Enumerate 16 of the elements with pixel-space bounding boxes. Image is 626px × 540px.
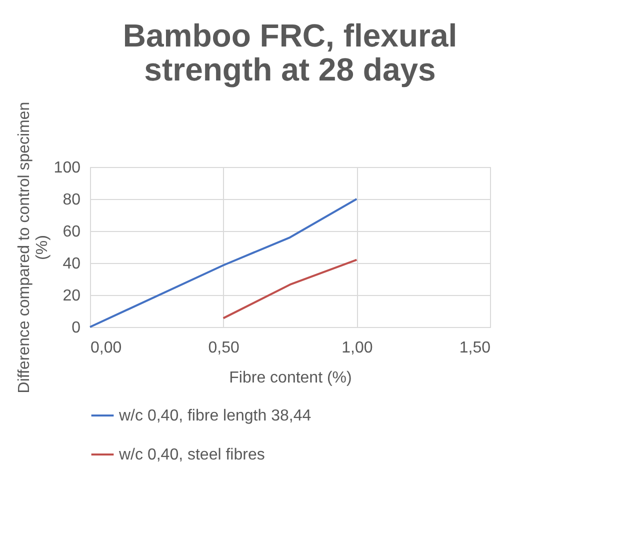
y-tick-label: 60 — [62, 224, 81, 240]
x-axis-title: Fibre content (%) — [229, 370, 352, 386]
y-axis-title: Difference compared to control specimen (%) — [16, 102, 51, 394]
legend-label: w/c 0,40, fibre length 38,44 — [118, 408, 312, 424]
line-series — [89, 198, 358, 328]
y-tick-label: 0 — [72, 320, 81, 336]
legend-label: w/c 0,40, steel fibres — [118, 446, 265, 464]
y-tick-label: 80 — [62, 192, 81, 208]
chart-title: Bamboo FRC, flexural strength at 28 days — [122, 17, 458, 88]
x-tick-label: 0,00 — [90, 340, 122, 356]
y-tick-label: 20 — [62, 288, 81, 304]
y-tick-label: 100 — [54, 160, 81, 176]
x-tick-label: 1,50 — [459, 340, 491, 356]
x-tick-label: 1,00 — [342, 340, 373, 356]
x-tick-label: 0,50 — [208, 340, 240, 356]
y-tick-label: 40 — [62, 256, 81, 272]
